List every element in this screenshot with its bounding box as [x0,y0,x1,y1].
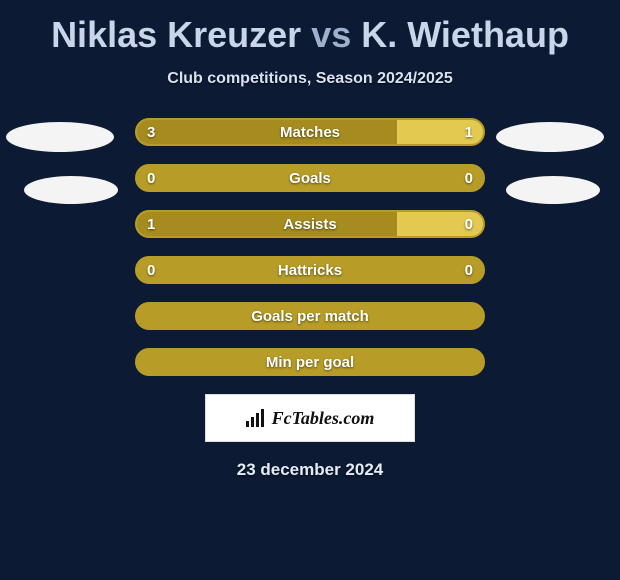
stat-row: Min per goal [135,348,485,376]
stat-row: 00Hattricks [135,256,485,284]
source-logo: FcTables.com [205,394,415,442]
stat-label: Matches [137,120,483,144]
stat-label: Goals per match [137,304,483,328]
stat-label: Min per goal [137,350,483,374]
stat-row: 31Matches [135,118,485,146]
stat-row: Goals per match [135,302,485,330]
stat-row: 10Assists [135,210,485,238]
club-badge-placeholder [24,176,118,204]
club-badge-placeholder [496,122,604,152]
stat-label: Hattricks [137,258,483,282]
player2-name: K. Wiethaup [361,14,569,55]
player1-name: Niklas Kreuzer [51,14,301,55]
logo-text: FcTables.com [272,408,375,429]
card-date: 23 december 2024 [0,460,620,480]
stat-label: Assists [137,212,483,236]
club-badge-placeholder [506,176,600,204]
comparison-card: Niklas Kreuzer vs K. Wiethaup Club compe… [0,0,620,580]
club-badge-placeholder [6,122,114,152]
card-subtitle: Club competitions, Season 2024/2025 [0,70,620,88]
stat-label: Goals [137,166,483,190]
stat-row: 00Goals [135,164,485,192]
logo-bars-icon [246,409,264,427]
comparison-chart: 31Matches 00Goals 10Assists 00Hattricks Goal… [0,118,620,376]
vs-label: vs [311,14,351,55]
card-title: Niklas Kreuzer vs K. Wiethaup [0,0,620,62]
